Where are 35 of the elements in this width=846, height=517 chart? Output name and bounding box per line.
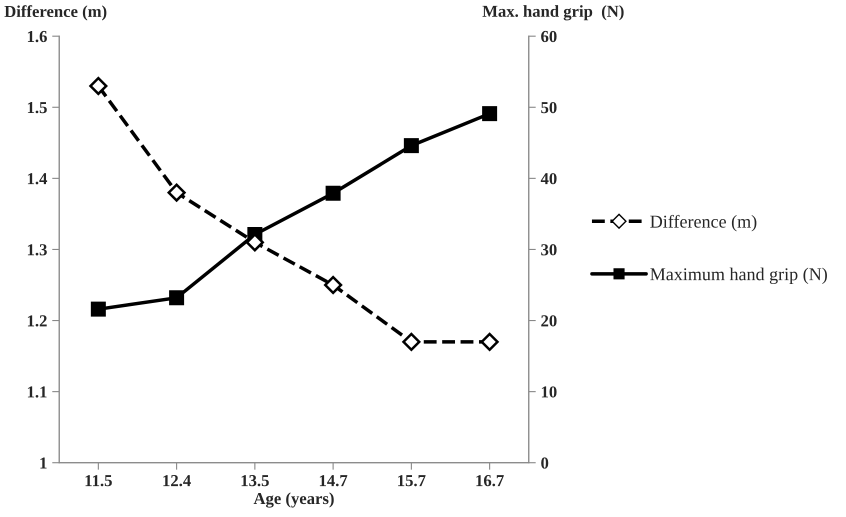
x-tick-label: 15.7 bbox=[398, 475, 426, 486]
point bbox=[90, 302, 106, 317]
x-tick-label: 14.7 bbox=[320, 475, 348, 486]
point bbox=[404, 138, 419, 154]
x-tick-label: 13.5 bbox=[242, 475, 269, 486]
point bbox=[89, 76, 108, 96]
y-tick-label: 1 bbox=[40, 457, 47, 468]
y2-tick-label: 20 bbox=[541, 315, 557, 326]
y-tick-label: 1.3 bbox=[28, 244, 47, 256]
y2-tick-label: 40 bbox=[540, 173, 557, 184]
y2-tick-label: 60 bbox=[541, 30, 557, 42]
x-tick-label: 12.4 bbox=[163, 475, 191, 486]
y-tick-label: 1.1 bbox=[28, 386, 47, 398]
point bbox=[326, 186, 341, 201]
x-tick-label: 16.7 bbox=[476, 475, 504, 486]
y-tick-label: 1.4 bbox=[28, 173, 48, 184]
point bbox=[402, 332, 420, 351]
y-axis-title: Difference (m) bbox=[4, 5, 106, 20]
point bbox=[167, 183, 186, 202]
y2-tick-label: 10 bbox=[542, 386, 557, 398]
point bbox=[324, 276, 342, 294]
y2-tick-label: 50 bbox=[541, 102, 557, 114]
point bbox=[482, 106, 498, 122]
y-tick-label: 1.2 bbox=[28, 315, 47, 327]
y-tick-label: 1.6 bbox=[28, 30, 47, 42]
y2-axis-title: Max. hand grip (N) bbox=[482, 5, 624, 20]
x-tick-label: 11.5 bbox=[86, 475, 112, 486]
point bbox=[169, 290, 184, 306]
y2-tick-label: 30 bbox=[541, 244, 557, 256]
y2-tick-label: 0 bbox=[541, 457, 548, 469]
point bbox=[480, 332, 499, 351]
x-axis-title: Age (years) bbox=[254, 492, 334, 508]
legend-label: Difference (m) bbox=[650, 214, 756, 232]
y-tick-label: 1.5 bbox=[28, 102, 47, 114]
legend-label: Maximum hand grip (N) bbox=[650, 268, 827, 284]
